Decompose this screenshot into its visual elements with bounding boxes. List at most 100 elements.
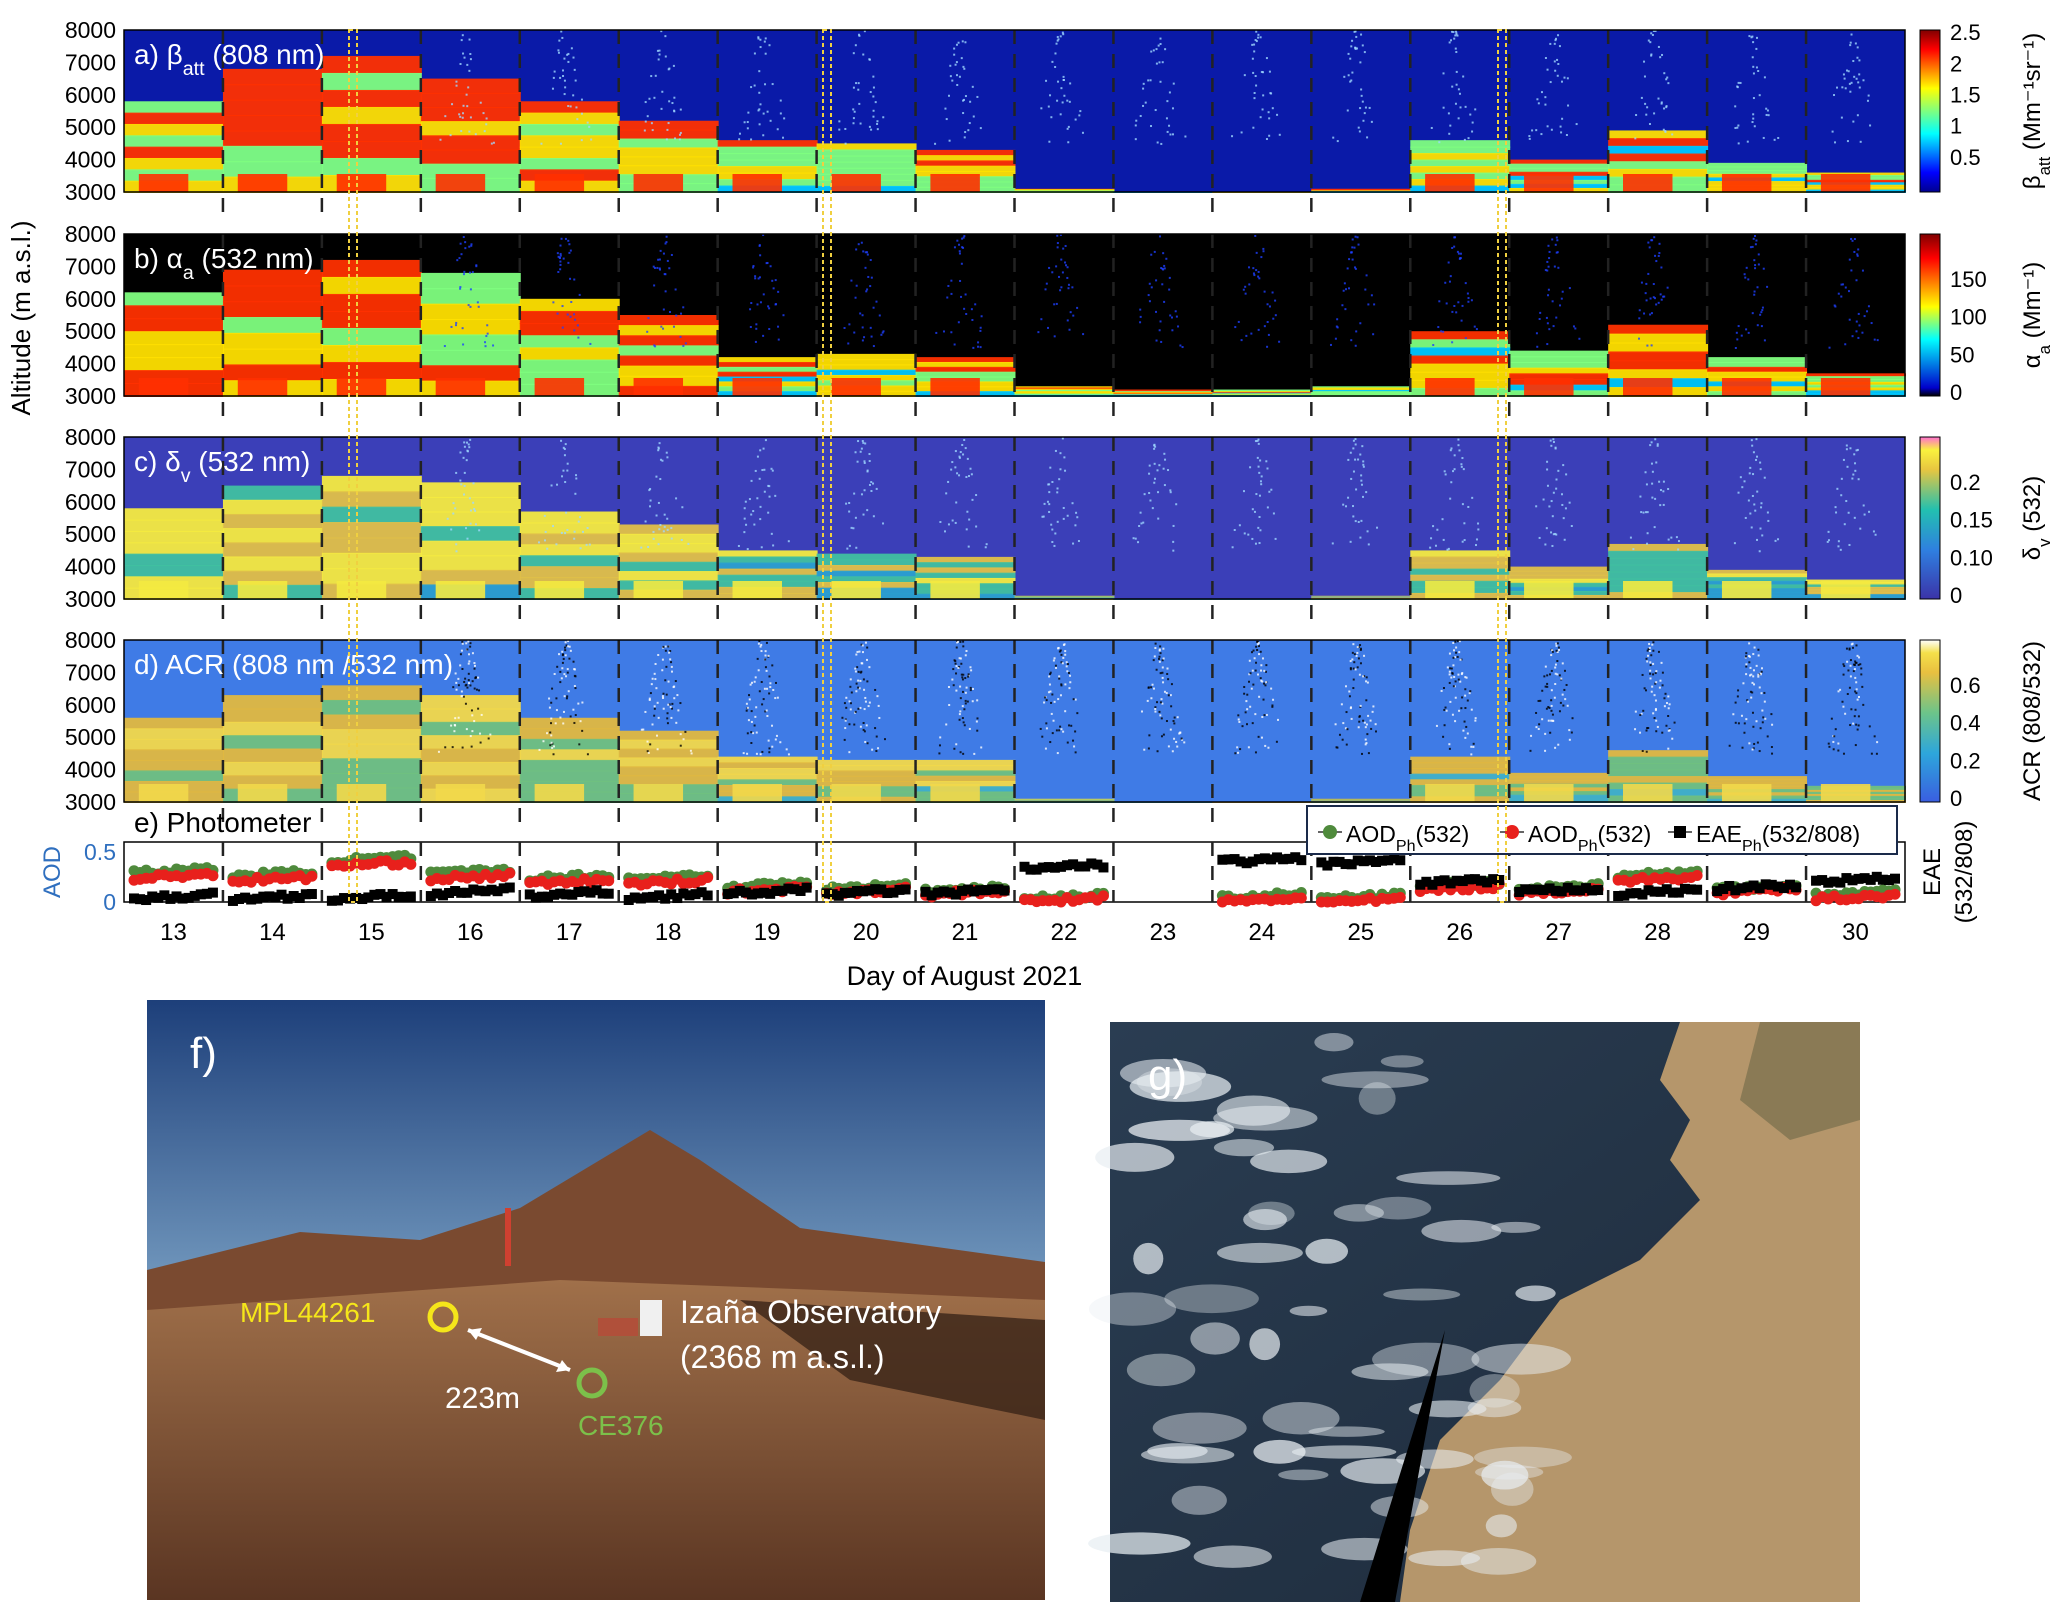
eae-point <box>1778 883 1789 894</box>
noise-dot <box>1447 547 1450 550</box>
noise-dot <box>864 700 867 703</box>
noise-dot <box>1352 505 1355 508</box>
noise-dot <box>1560 677 1563 680</box>
noise-dot <box>1752 747 1755 750</box>
noise-dot <box>768 307 771 310</box>
heatmap-core <box>1820 378 1871 396</box>
noise-dot <box>1259 650 1262 653</box>
heatmap-cell <box>222 161 323 178</box>
aod-red-point <box>405 858 417 870</box>
y-tick-label: 8000 <box>65 17 116 43</box>
noise-dot <box>870 481 873 484</box>
noise-dot <box>1147 686 1150 689</box>
noise-dot <box>1634 137 1637 140</box>
eae-point <box>240 892 251 903</box>
noise-dot <box>1056 39 1059 42</box>
satellite-iberia <box>1740 1022 1860 1140</box>
noise-dot <box>1060 653 1063 656</box>
noise-dot <box>675 721 678 724</box>
noise-dot <box>1662 503 1665 506</box>
noise-dot <box>759 46 762 49</box>
noise-dot <box>1740 714 1743 717</box>
heatmap-core <box>930 174 980 192</box>
heatmap-cell <box>1608 138 1709 147</box>
noise-dot <box>580 112 583 115</box>
noise-dot <box>665 241 668 244</box>
noise-dot <box>945 118 948 121</box>
noise-dot <box>662 327 665 330</box>
heatmap-core <box>1524 581 1574 599</box>
noise-dot <box>1047 105 1050 108</box>
noise-dot <box>673 109 676 112</box>
noise-dot <box>1752 72 1755 75</box>
noise-dot <box>473 687 476 690</box>
noise-dot <box>1456 34 1459 37</box>
colorbar-tick: 0.2 <box>1950 470 1981 495</box>
eae-point <box>549 889 560 900</box>
noise-dot <box>1336 140 1339 143</box>
heatmap-core <box>1425 174 1475 192</box>
heatmap-cell <box>1608 342 1709 353</box>
noise-dot <box>1650 239 1653 242</box>
noise-dot <box>959 640 962 643</box>
noise-dot <box>1827 742 1830 745</box>
noise-dot <box>959 279 962 282</box>
noise-dot <box>1260 483 1263 486</box>
noise-dot <box>1751 444 1754 447</box>
noise-dot <box>764 658 767 661</box>
heatmap-cell <box>1707 573 1808 579</box>
heatmap-core <box>633 784 684 802</box>
noise-dot <box>843 702 846 705</box>
eae-point <box>975 885 986 896</box>
noise-dot <box>1536 98 1539 101</box>
noise-dot <box>1065 264 1068 267</box>
noise-dot <box>586 753 589 756</box>
noise-dot <box>1548 328 1551 331</box>
noise-dot <box>1061 271 1064 274</box>
noise-dot <box>854 670 857 673</box>
noise-dot <box>1272 317 1275 320</box>
noise-dot <box>1749 674 1752 677</box>
noise-dot <box>1837 540 1840 543</box>
noise-dot <box>1648 123 1651 126</box>
noise-dot <box>749 325 752 328</box>
noise-dot <box>1445 302 1448 305</box>
heatmap-cell <box>321 55 422 74</box>
noise-dot <box>1238 720 1241 723</box>
noise-dot <box>858 34 861 37</box>
noise-dot <box>1556 239 1559 242</box>
noise-dot <box>963 98 966 101</box>
noise-dot <box>1374 723 1377 726</box>
noise-dot <box>1265 713 1268 716</box>
noise-dot <box>1430 126 1433 129</box>
noise-dot <box>865 290 868 293</box>
heatmap-core <box>831 174 881 192</box>
noise-dot <box>759 301 762 304</box>
noise-dot <box>1645 113 1648 116</box>
heatmap-cell <box>1608 130 1709 140</box>
heatmap-cell <box>420 92 521 108</box>
noise-dot <box>463 484 466 487</box>
noise-dot <box>1555 644 1558 647</box>
noise-dot <box>1458 709 1461 712</box>
noise-dot <box>1753 742 1756 745</box>
heatmap-core <box>1820 581 1871 599</box>
cloud <box>1383 1288 1461 1301</box>
noise-dot <box>1857 81 1860 84</box>
noise-dot <box>644 101 647 104</box>
noise-dot <box>863 708 866 711</box>
noise-dot <box>1763 76 1766 79</box>
noise-dot <box>1263 325 1266 328</box>
heatmap-cell <box>1410 159 1511 168</box>
noise-dot <box>656 701 659 704</box>
noise-dot <box>656 266 659 269</box>
noise-dot <box>1840 116 1843 119</box>
noise-dot <box>1348 695 1351 698</box>
noise-dot <box>1460 673 1463 676</box>
noise-dot <box>1350 79 1353 82</box>
heatmap-cell <box>321 729 422 745</box>
noise-dot <box>1462 75 1465 78</box>
heatmap-core <box>633 581 684 599</box>
noise-dot <box>544 530 547 533</box>
legend-entry: EAEPh(532/808) <box>1696 821 1860 855</box>
